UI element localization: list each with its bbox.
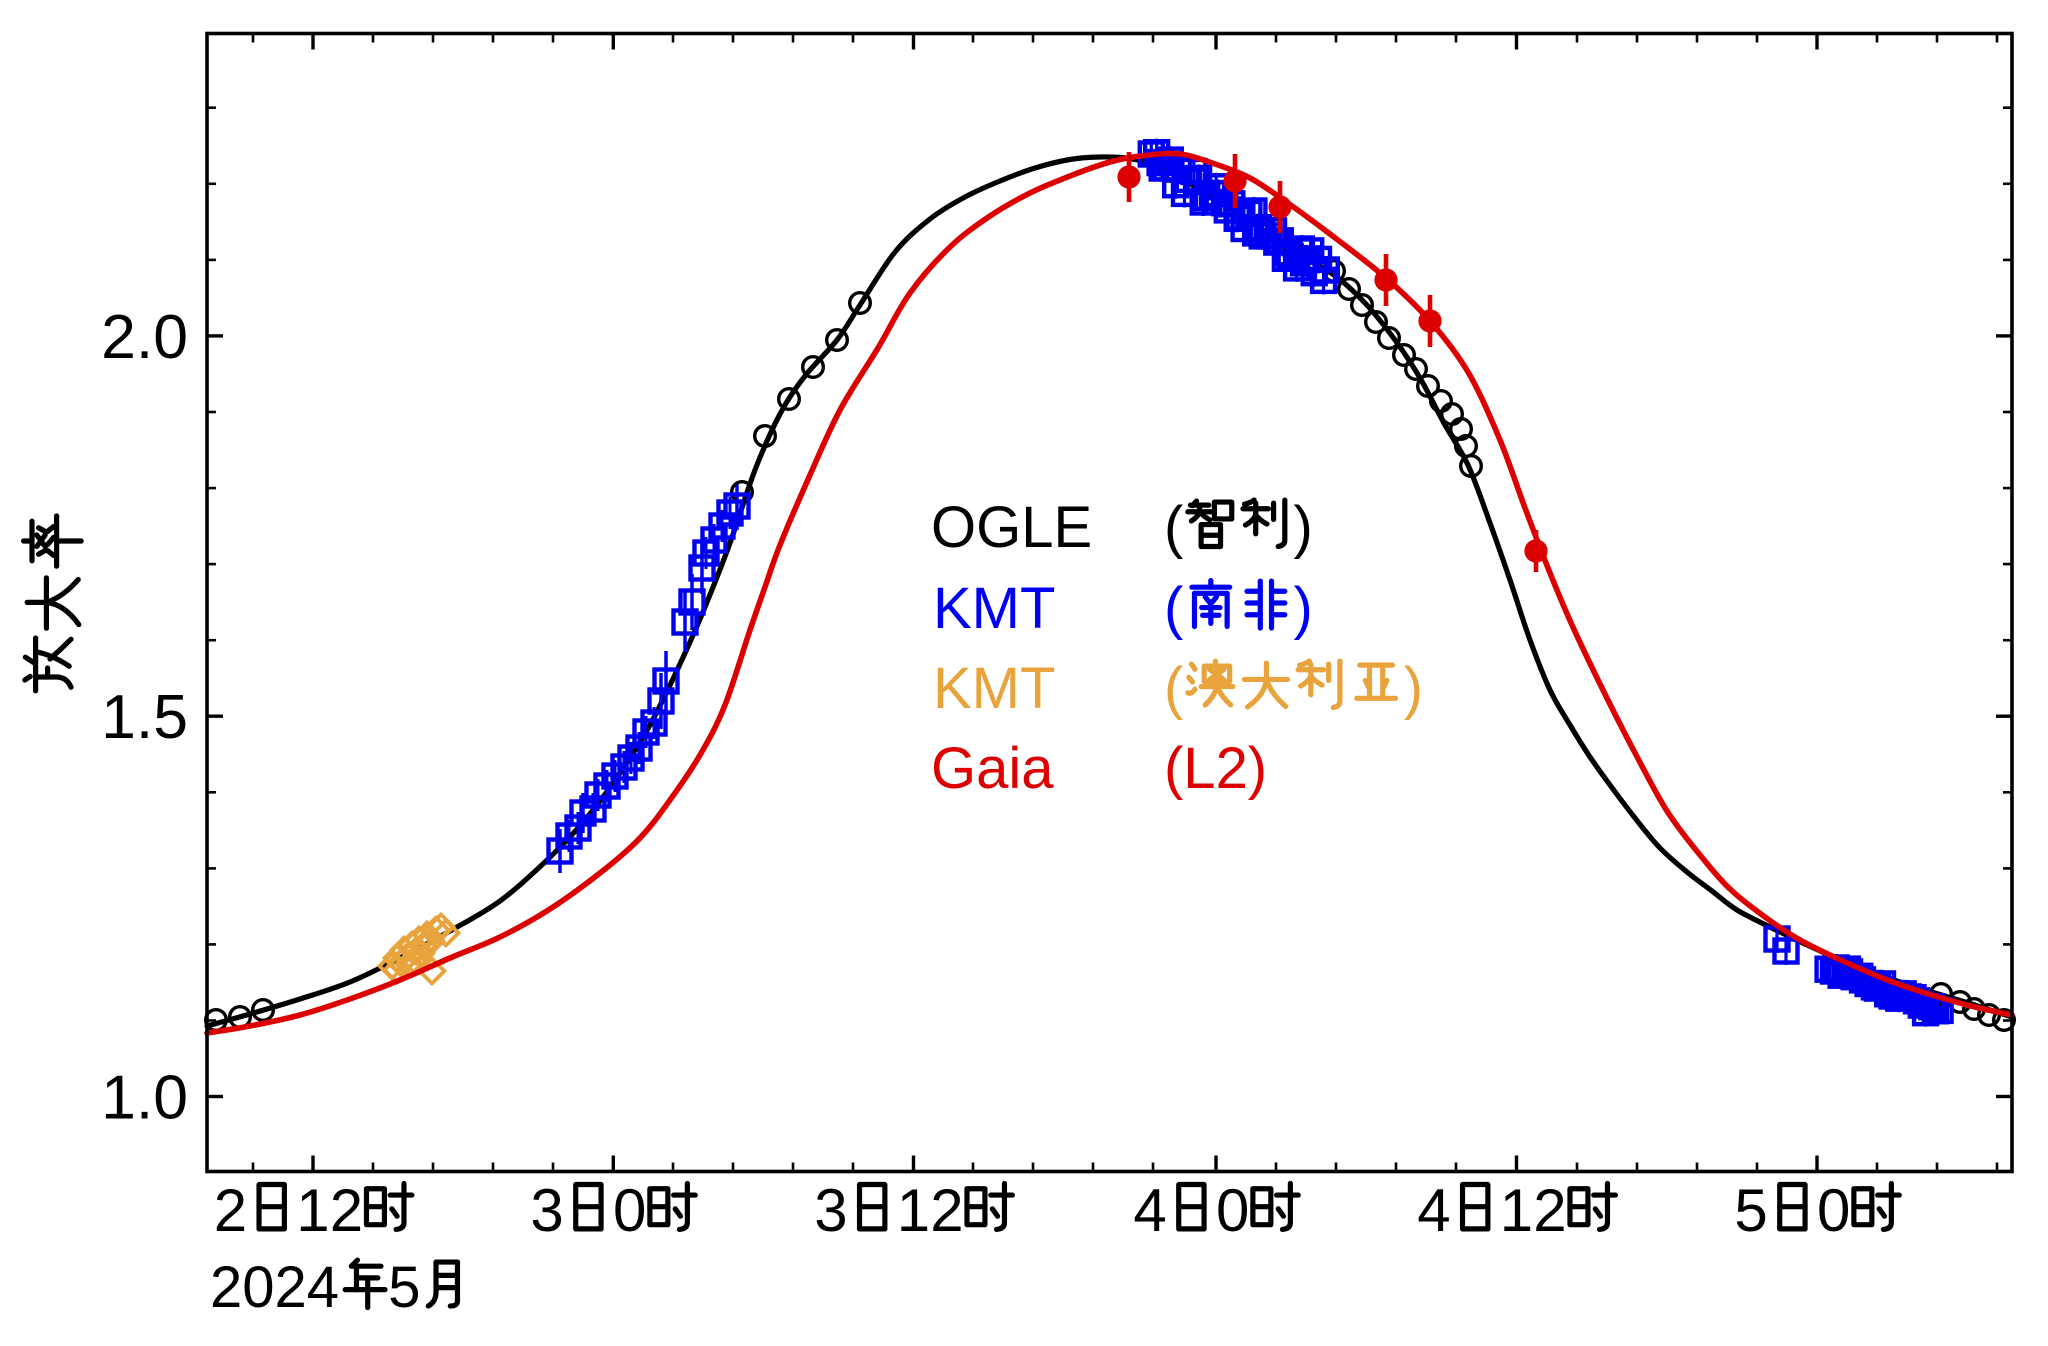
svg-text:): )	[1294, 576, 1313, 641]
svg-text:(: (	[1164, 576, 1183, 641]
svg-text:Gaia: Gaia	[931, 736, 1054, 801]
svg-text:2: 2	[330, 1177, 363, 1244]
svg-text:2: 2	[275, 1255, 307, 1320]
svg-text:1.5: 1.5	[101, 682, 188, 752]
svg-text:5: 5	[388, 1255, 420, 1320]
svg-text:2.0: 2.0	[101, 302, 188, 372]
svg-text:4: 4	[1417, 1177, 1450, 1244]
svg-text:2: 2	[210, 1255, 242, 1320]
svg-text:KMT: KMT	[933, 576, 1055, 641]
svg-text:2: 2	[930, 1177, 963, 1244]
svg-text:1: 1	[296, 1177, 329, 1244]
svg-text:0: 0	[1817, 1177, 1850, 1244]
svg-text:2: 2	[1216, 736, 1248, 801]
svg-text:L: L	[1183, 736, 1215, 801]
svg-text:4: 4	[1133, 1177, 1166, 1244]
svg-text:OGLE: OGLE	[931, 495, 1092, 560]
svg-text:2: 2	[1533, 1177, 1566, 1244]
svg-text:0: 0	[1216, 1177, 1249, 1244]
svg-text:KMT: KMT	[933, 656, 1055, 721]
svg-text:1.0: 1.0	[101, 1063, 188, 1133]
svg-text:0: 0	[613, 1177, 646, 1244]
svg-text:): )	[1404, 656, 1423, 721]
svg-text:4: 4	[307, 1255, 339, 1320]
svg-text:5: 5	[1734, 1177, 1767, 1244]
svg-text:1: 1	[897, 1177, 930, 1244]
svg-text:2: 2	[214, 1177, 247, 1244]
svg-text:(: (	[1164, 656, 1183, 721]
svg-text:1: 1	[1500, 1177, 1533, 1244]
svg-text:(: (	[1164, 736, 1183, 801]
svg-text:): )	[1248, 736, 1267, 801]
svg-text:3: 3	[814, 1177, 847, 1244]
svg-text:3: 3	[530, 1177, 563, 1244]
svg-text:): )	[1294, 495, 1313, 560]
svg-text:0: 0	[242, 1255, 274, 1320]
svg-text:(: (	[1164, 495, 1183, 560]
